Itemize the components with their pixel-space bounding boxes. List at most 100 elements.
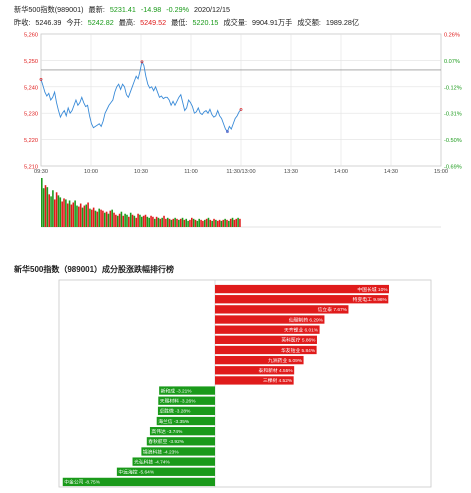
amount-label: 成交额:	[297, 18, 321, 27]
volume-bar	[94, 210, 97, 227]
volume-bar	[174, 217, 176, 227]
x-tick-label: 13:30	[284, 169, 298, 175]
volume-bar	[59, 197, 62, 227]
volume-bar	[146, 216, 149, 227]
price-line	[40, 60, 242, 133]
volume-bar	[218, 219, 221, 227]
ranking-bar-label: 春秋航空 -3.92%	[148, 438, 184, 445]
volume-bar	[183, 219, 186, 227]
volume-bar	[172, 218, 175, 227]
volume-bar	[85, 204, 88, 227]
volume-bar	[166, 217, 169, 227]
volume-bar	[168, 218, 171, 227]
volume-bar	[157, 217, 160, 227]
ranking-bar-label: 信立泰 7.67%	[318, 306, 348, 313]
ranking-bar	[215, 366, 295, 375]
volume-bar	[72, 202, 75, 227]
volume-bar	[203, 219, 206, 227]
volume-bar	[115, 214, 117, 227]
y-right-tick-label: -0.12%	[444, 85, 462, 91]
ranking-bar-label: 中远海控 -5.64%	[118, 469, 154, 476]
ranking-bar-label: 特变电工 9.96%	[353, 296, 388, 303]
volume-bar	[170, 219, 173, 227]
volume-bar	[113, 212, 115, 227]
volume-bar	[118, 213, 121, 227]
ranking-bar-label: 华友钴业 5.84%	[281, 347, 316, 354]
volume-bar	[137, 213, 139, 227]
y-right-tick-label: -0.31%	[444, 112, 462, 118]
volume-bar	[139, 214, 141, 227]
volume-bar	[228, 220, 230, 227]
x-tick-label: 15:00	[434, 169, 448, 175]
ranking-bar-label: 九洲药业 5.09%	[268, 357, 303, 364]
volume-bar	[198, 218, 200, 227]
ranking-bar-label: 泰和新材 4.55%	[259, 367, 294, 374]
volume-bar	[61, 201, 63, 227]
high-value: 5249.52	[140, 18, 167, 27]
prev-close-value: 5246.39	[35, 18, 62, 27]
quote-header-row-2: 昨收: 5246.39 今开: 5242.82 最高: 5249.52 最低: …	[14, 18, 362, 28]
volume-bar	[142, 215, 145, 227]
last-marker	[239, 108, 243, 111]
open-marker	[39, 78, 43, 81]
ranking-bar	[215, 284, 389, 294]
ranking-bar-label: 天齐锂业 6.01%	[284, 326, 319, 333]
ranking-bar-label: 仙琚制药 6.29%	[289, 316, 324, 323]
volume-bar	[70, 204, 73, 227]
volume-bar	[41, 178, 43, 227]
ranking-bar-label: 海兰信 -3.35%	[158, 418, 190, 425]
ranking-bar	[146, 437, 215, 446]
volume-bar	[109, 210, 112, 227]
quote-date: 2020/12/15	[194, 5, 231, 14]
volume-bar	[153, 218, 156, 227]
volume-bar	[92, 207, 95, 227]
volume-bar	[74, 200, 76, 227]
y-right-tick-label: -0.69%	[444, 165, 462, 171]
ranking-bar-label: 新和成 -3.21%	[161, 387, 193, 394]
ranking-bar	[215, 325, 320, 334]
volume-bar	[202, 220, 204, 227]
volume-bar	[63, 198, 65, 227]
ranking-bar-label: 三棵树 4.52%	[263, 377, 293, 384]
volume-bar	[155, 216, 158, 227]
ranking-plot-frame	[58, 279, 432, 488]
volume-bar	[124, 213, 126, 227]
volume-bar	[46, 187, 49, 227]
ranking-bar	[149, 427, 215, 436]
volume-bar	[205, 218, 208, 227]
volume-bar	[120, 211, 123, 227]
volume-bar	[144, 214, 147, 227]
ranking-bar-label: 光弘科技 -4.74%	[134, 458, 170, 465]
volume-bar	[165, 218, 167, 227]
change-value: -14.98	[140, 5, 162, 14]
latest-label: 最新:	[88, 5, 105, 14]
x-tick-label: 09:30	[34, 169, 48, 175]
volume-bar	[107, 213, 110, 227]
y-right-tick-label: 0.07%	[444, 59, 460, 65]
y-tick-label: 5,250	[24, 59, 38, 65]
volume-bar	[163, 215, 165, 227]
ranking-bar	[158, 396, 215, 405]
ranking-bar	[156, 416, 215, 426]
volume-bar	[229, 218, 232, 227]
low-value: 5220.15	[192, 18, 219, 27]
x-tick-label: 11:00	[184, 169, 198, 175]
volume-bar	[191, 217, 193, 227]
volume-bar	[111, 209, 113, 227]
ranking-bar-label: 英科医疗 5.86%	[281, 337, 316, 344]
y-tick-label: 5,210	[24, 165, 38, 171]
x-tick-label: 14:00	[334, 169, 348, 175]
volume-bar	[161, 217, 163, 227]
volume-bar	[211, 220, 213, 227]
volume-bar	[52, 190, 54, 227]
ranking-bar	[215, 345, 317, 355]
volume-bar	[87, 202, 89, 227]
volume-bar	[213, 218, 215, 227]
volume-bar	[100, 209, 102, 227]
volume-bar	[53, 199, 56, 227]
volume-bar	[131, 214, 134, 227]
volume-bar	[91, 209, 93, 227]
y-right-tick-label: 0.26%	[444, 33, 460, 39]
volume-bar	[83, 205, 86, 227]
